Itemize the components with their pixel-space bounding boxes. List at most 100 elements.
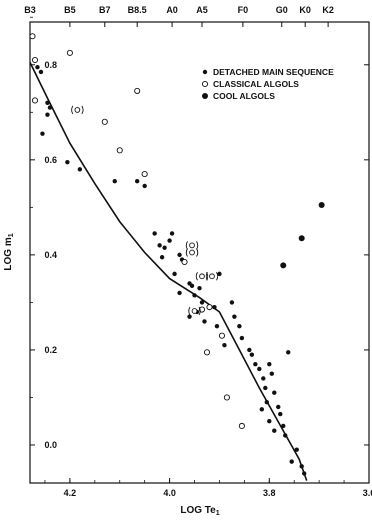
classical-algol-point bbox=[203, 349, 211, 356]
detached-main-sequence-point bbox=[299, 464, 304, 469]
detached-main-sequence-point bbox=[278, 411, 283, 417]
detached-main-sequence-point bbox=[247, 347, 252, 353]
detached-main-sequence-point bbox=[212, 304, 217, 310]
detached-main-sequence-point bbox=[249, 352, 255, 357]
classical-algol-point bbox=[116, 147, 123, 154]
x-axis-label: LOG Te1 bbox=[180, 505, 219, 517]
classical-algol-point bbox=[101, 118, 108, 125]
tick-marks: 4.2 4.0 3.8 3.6 0.0 0.2 0.4 0.6 0.8 bbox=[30, 16, 372, 498]
legend-label: CLASSICAL ALGOLS bbox=[213, 79, 299, 89]
classical-algol-point bbox=[238, 422, 245, 430]
detached-main-sequence-point bbox=[172, 271, 177, 277]
legend-marker-open bbox=[201, 80, 209, 88]
detached-main-sequence-point bbox=[286, 350, 291, 355]
detached-main-sequence-point bbox=[272, 428, 277, 433]
y-tick-label: 0.8 bbox=[44, 60, 57, 70]
classical-algol-point bbox=[141, 171, 148, 178]
detached-main-sequence-point bbox=[187, 314, 192, 319]
detached-main-sequence-point bbox=[217, 271, 222, 277]
x-tick-label: 4.0 bbox=[163, 488, 176, 498]
detached-main-sequence-point bbox=[167, 238, 172, 243]
legend-label: COOL ALGOLS bbox=[213, 91, 275, 101]
detached-main-sequence-point bbox=[289, 459, 294, 464]
detached-main-sequence-point bbox=[276, 404, 281, 410]
top-tick-label: G0 bbox=[276, 5, 288, 15]
y-tick-label: 0.4 bbox=[44, 250, 57, 260]
top-tick-label: B7 bbox=[99, 5, 111, 15]
top-axis-spectral-type: B3 B5 B7 B8.5 A0 A5 F0 G0 K0 K2 bbox=[24, 5, 334, 27]
data-points bbox=[29, 33, 325, 476]
detached-main-sequence-point bbox=[263, 385, 268, 391]
detached-main-sequence-point bbox=[192, 293, 197, 298]
y-axis-label: LOG m1 bbox=[3, 233, 15, 270]
detached-main-sequence-point bbox=[112, 179, 117, 184]
top-tick-label: B3 bbox=[24, 5, 36, 15]
top-tick-label: F0 bbox=[238, 5, 249, 15]
detached-main-sequence-point bbox=[40, 131, 45, 136]
classical-algol-point bbox=[31, 97, 39, 104]
detached-main-sequence-point bbox=[77, 167, 83, 172]
detached-main-sequence-point bbox=[134, 179, 140, 184]
detached-main-sequence-point bbox=[45, 100, 50, 105]
detached-main-sequence-point bbox=[177, 290, 182, 296]
top-tick-label: K2 bbox=[322, 5, 334, 15]
detached-main-sequence-point bbox=[261, 376, 266, 381]
detached-main-sequence-point bbox=[45, 112, 50, 117]
classical-algol-point bbox=[31, 56, 39, 64]
detached-main-sequence-point bbox=[152, 231, 157, 236]
bracketed-classical-algol-point bbox=[185, 241, 199, 250]
detached-main-sequence-point bbox=[47, 105, 53, 110]
cool-algol-point bbox=[280, 262, 287, 269]
detached-main-sequence-point bbox=[281, 423, 286, 429]
classical-algol-point bbox=[223, 394, 230, 401]
legend: DETACHED MAIN SEQUENCE CLASSICAL ALGOLS CO… bbox=[201, 67, 334, 101]
detached-main-sequence-point bbox=[267, 361, 272, 367]
detached-main-sequence-point bbox=[169, 231, 175, 236]
detached-main-sequence-point bbox=[159, 255, 165, 260]
detached-main-sequence-point bbox=[272, 390, 277, 395]
detached-main-sequence-point bbox=[269, 371, 274, 376]
x-tick-label: 3.6 bbox=[363, 488, 372, 498]
x-tick-label: 3.8 bbox=[263, 488, 276, 498]
detached-main-sequence-point bbox=[301, 471, 307, 476]
bracketed-classical-algol-point bbox=[71, 105, 84, 115]
detached-main-sequence-point bbox=[267, 419, 272, 424]
classical-algol-point bbox=[218, 332, 225, 339]
detached-main-sequence-point bbox=[38, 69, 44, 75]
cool-algol-point bbox=[298, 235, 305, 242]
detached-main-sequence-point bbox=[214, 323, 220, 329]
y-tick-label: 0.6 bbox=[44, 155, 57, 165]
classical-algol-point bbox=[66, 49, 73, 56]
detached-main-sequence-point bbox=[253, 361, 258, 367]
top-tick-label: A5 bbox=[196, 5, 208, 15]
plot-frame bbox=[29, 21, 370, 484]
detached-main-sequence-point bbox=[232, 314, 237, 319]
legend-marker-filled bbox=[202, 69, 208, 75]
bracketed-classical-algol-point bbox=[205, 272, 219, 281]
x-tick-label: 4.2 bbox=[64, 488, 77, 498]
detached-main-sequence-point bbox=[229, 300, 235, 305]
detached-main-sequence-point bbox=[65, 160, 70, 165]
cool-algol-point bbox=[318, 201, 325, 208]
y-tick-label: 0.0 bbox=[44, 440, 57, 450]
detached-main-sequence-point bbox=[189, 283, 195, 288]
legend-label: DETACHED MAIN SEQUENCE bbox=[213, 67, 334, 77]
classical-algol-point bbox=[134, 87, 141, 94]
detached-main-sequence-point bbox=[199, 300, 205, 305]
top-tick-label: B8.5 bbox=[128, 5, 147, 15]
main-sequence-line bbox=[29, 62, 308, 481]
detached-main-sequence-point bbox=[294, 447, 299, 452]
legend-marker-big bbox=[202, 93, 208, 99]
detached-main-sequence-point bbox=[35, 64, 40, 70]
detached-main-sequence-point bbox=[257, 366, 262, 372]
detached-main-sequence-point bbox=[283, 433, 288, 438]
detached-main-sequence-point bbox=[239, 335, 245, 341]
top-tick-label: B5 bbox=[64, 5, 76, 15]
classical-algol-point bbox=[206, 304, 213, 311]
y-tick-label: 0.2 bbox=[44, 345, 57, 355]
bracketed-classical-algol-point bbox=[185, 248, 199, 257]
detached-main-sequence-point bbox=[237, 323, 242, 329]
detached-main-sequence-point bbox=[162, 245, 167, 250]
bracketed-classical-algol-point bbox=[188, 306, 201, 316]
detached-main-sequence-point bbox=[222, 342, 227, 348]
